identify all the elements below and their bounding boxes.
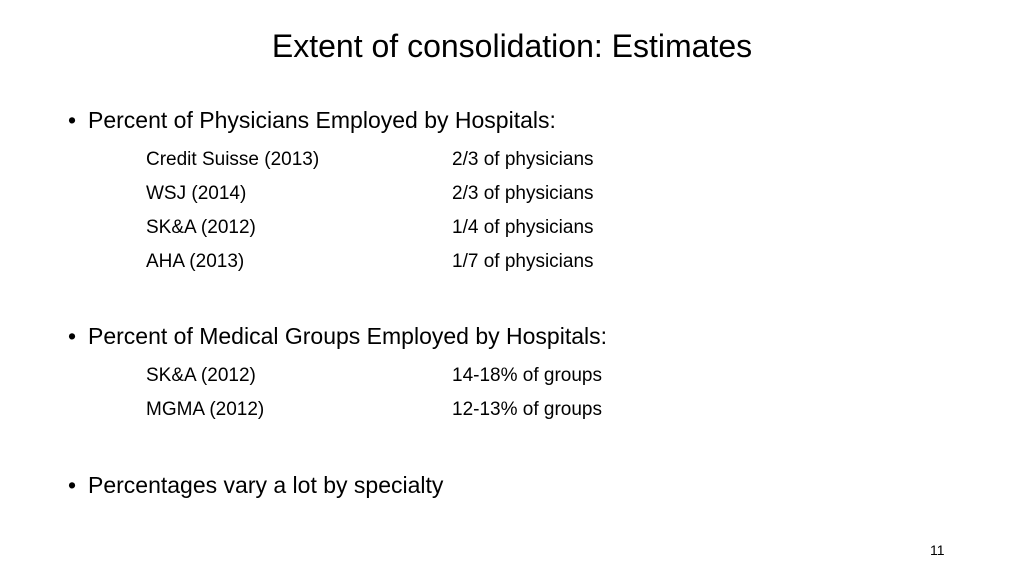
bullet-dot: •	[68, 472, 77, 498]
bullet-percentages-vary: • Percentages vary a lot by specialty	[68, 470, 443, 500]
estimate-value: 14-18% of groups	[452, 365, 602, 386]
bullet-text: Percentages vary a lot by specialty	[88, 472, 444, 498]
estimate-value: 2/3 of physicians	[452, 149, 594, 170]
bullet-dot: •	[68, 107, 77, 133]
bullet-text: Percent of Physicians Employed by Hospit…	[88, 107, 556, 133]
estimate-value: 1/7 of physicians	[452, 251, 594, 272]
estimate-value: 12-13% of groups	[452, 399, 602, 420]
estimate-source: WSJ (2014)	[146, 183, 247, 204]
estimate-source: MGMA (2012)	[146, 399, 265, 420]
bullet-medical-groups-employed: • Percent of Medical Groups Employed by H…	[68, 321, 607, 351]
estimate-value: 2/3 of physicians	[452, 183, 594, 204]
page-number: 11	[930, 542, 945, 558]
estimate-source: SK&A (2012)	[146, 365, 256, 386]
estimate-source: AHA (2013)	[146, 251, 245, 272]
bullet-dot: •	[68, 323, 77, 349]
bullet-text: Percent of Medical Groups Employed by Ho…	[88, 323, 608, 349]
slide-title: Extent of consolidation: Estimates	[271, 28, 753, 64]
estimate-value: 1/4 of physicians	[452, 217, 594, 238]
estimate-source: Credit Suisse (2013)	[146, 149, 320, 170]
bullet-physicians-employed: • Percent of Physicians Employed by Hospi…	[68, 105, 556, 135]
estimate-source: SK&A (2012)	[146, 217, 256, 238]
